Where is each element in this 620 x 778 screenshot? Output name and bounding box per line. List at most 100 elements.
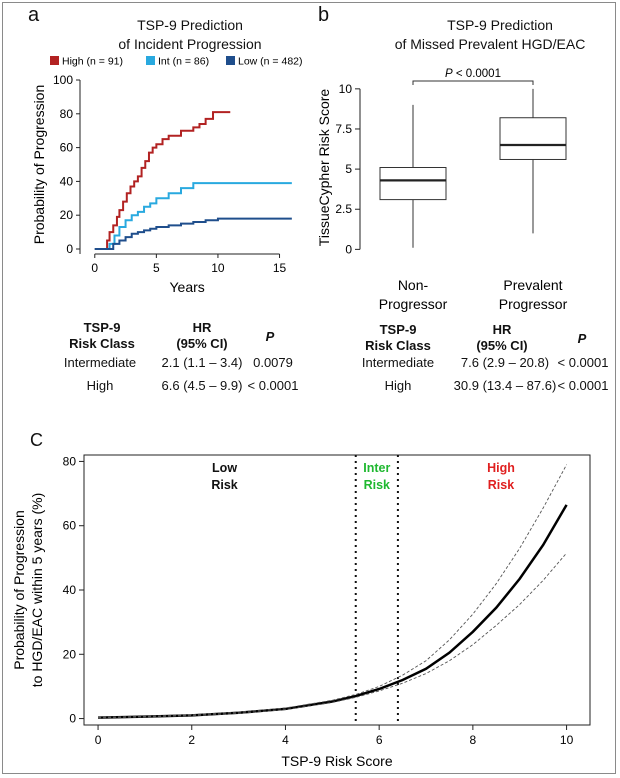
- box-chart: 0 2.5 5 7.5 10 TissueCypher Risk Score Non- Pro…: [316, 68, 568, 312]
- table-a-row-p: < 0.0001: [247, 378, 299, 393]
- risk-axes: 0 20 40 60 80 0 2 4 6 8 10 TSP-9 Risk Score Probabil…: [11, 454, 591, 769]
- table-b-class-header-1: TSP-9: [379, 322, 417, 337]
- km-series-line: [94, 182, 292, 250]
- x-axis-label: TSP-9 Risk Score: [281, 753, 392, 769]
- table-b-hr-header-2: (95% CI): [476, 338, 528, 353]
- legend-swatch: [50, 56, 59, 65]
- table-b-row-hr: 7.6 (2.9 – 20.8): [460, 355, 550, 370]
- box-axes: 0 2.5 5 7.5 10 TissueCypher Risk Score Non- Pro…: [316, 82, 568, 312]
- x-tick-label: 6: [376, 733, 383, 747]
- km-legend: High (n = 91) Int (n = 86) Low (n = 482): [50, 56, 303, 68]
- y-axis-label: Probability of Progression: [11, 510, 27, 670]
- y-tick-label: 100: [53, 73, 73, 87]
- significance-bracket: [412, 80, 534, 85]
- y-axis-label: TissueCypher Risk Score: [316, 89, 332, 247]
- table-b-row-hr: 30.9 (13.4 – 87.6): [453, 378, 557, 393]
- panel-b-title-line2: of Missed Prevalent HGD/EAC: [394, 36, 586, 52]
- legend-swatch: [146, 56, 155, 65]
- km-series: [94, 111, 292, 250]
- km-series-line: [94, 217, 292, 250]
- zone-label: Risk: [488, 478, 514, 492]
- panel-a-letter: a: [28, 4, 40, 26]
- km-chart: High (n = 91) Int (n = 86) Low (n = 482) 0…: [31, 56, 303, 296]
- y-tick-label: 7.5: [335, 122, 352, 136]
- y-tick-label: 10: [339, 82, 353, 96]
- plot-frame: [83, 454, 591, 726]
- estimate-line: [98, 504, 568, 719]
- category-label: Progressor: [379, 296, 448, 312]
- zone-label: Inter: [363, 461, 390, 475]
- x-tick-label: 4: [282, 733, 289, 747]
- legend-label: Low (n = 482): [238, 56, 303, 68]
- table-b-row-p: < 0.0001: [557, 378, 609, 393]
- x-tick-label: 0: [91, 261, 98, 275]
- table-b-row-p: < 0.0001: [557, 355, 609, 370]
- table-a-hr-header-1: HR: [192, 320, 212, 335]
- box-marks: P < 0.0001: [379, 68, 567, 248]
- zone-label: High: [487, 461, 515, 475]
- table-a-class-header-1: TSP-9: [83, 320, 121, 335]
- zone-label: Risk: [211, 478, 237, 492]
- legend-label: High (n = 91): [62, 56, 123, 68]
- y-tick-label: 5: [345, 162, 352, 176]
- y-tick-label: 80: [63, 454, 77, 468]
- zone-label: Low: [212, 461, 237, 475]
- y-tick-label: 40: [63, 583, 77, 597]
- table-a-p-header: P: [265, 329, 275, 344]
- table-b-p-header: P: [577, 331, 587, 346]
- table-a-row-hr: 2.1 (1.1 – 3.4): [161, 355, 243, 370]
- panel-a-title-line2: of Incident Progression: [118, 36, 262, 52]
- table-b-row-label: High: [384, 378, 412, 393]
- table-a-hr-header-2: (95% CI): [176, 336, 228, 351]
- box-body: [499, 117, 567, 160]
- y-tick-label: 2.5: [335, 202, 352, 216]
- legend-label: Int (n = 86): [158, 56, 209, 68]
- x-tick-label: 5: [153, 261, 160, 275]
- y-tick-label: 60: [63, 519, 77, 533]
- table-a-row-p: 0.0079: [253, 355, 293, 370]
- y-tick-label: 0: [66, 242, 73, 256]
- risk-marks: Low Risk Inter Risk High Risk: [98, 455, 568, 725]
- ci-line: [98, 552, 567, 719]
- category-label: Progressor: [499, 296, 568, 312]
- x-tick-label: 2: [188, 733, 195, 747]
- table-b-class-header-2: Risk Class: [365, 338, 431, 353]
- significance-p: P: [445, 68, 453, 80]
- panel-b-letter: b: [318, 4, 330, 26]
- significance-label: P < 0.0001: [445, 68, 501, 80]
- x-tick-label: 0: [95, 733, 102, 747]
- panel-c-letter: C: [30, 430, 43, 450]
- y-axis-label: Probability of Progression: [31, 85, 47, 245]
- x-tick-label: 8: [470, 733, 477, 747]
- table-a-row-label: High: [86, 378, 114, 393]
- table-a-row-hr: 6.6 (4.5 – 9.9): [161, 378, 243, 393]
- y-axis-label: to HGD/EAC within 5 years (%): [29, 493, 45, 688]
- category-label: Non-: [398, 277, 429, 293]
- significance-value: < 0.0001: [453, 68, 501, 80]
- km-series-line: [94, 111, 231, 250]
- x-tick-label: 15: [273, 261, 287, 275]
- ci-line: [98, 464, 567, 718]
- panel-b-title-line1: TSP-9 Prediction: [447, 17, 553, 33]
- category-label: Prevalent: [503, 277, 562, 293]
- x-axis-label: Years: [170, 279, 205, 295]
- table-a-class-header-2: Risk Class: [69, 336, 135, 351]
- y-tick-label: 20: [60, 208, 74, 222]
- x-tick-label: 10: [560, 733, 574, 747]
- table-b-row-label: Intermediate: [361, 355, 435, 370]
- y-tick-label: 80: [60, 107, 74, 121]
- y-tick-label: 20: [63, 647, 77, 661]
- x-tick-label: 10: [211, 261, 225, 275]
- table-b-hr-header-1: HR: [492, 322, 512, 337]
- y-tick-label: 40: [60, 174, 74, 188]
- panel-a-title-line1: TSP-9 Prediction: [137, 17, 243, 33]
- table-a-row-label: Intermediate: [63, 355, 137, 370]
- y-tick-label: 0: [345, 242, 352, 256]
- box-body: [379, 167, 447, 201]
- zone-label: Risk: [364, 478, 390, 492]
- y-tick-label: 0: [69, 712, 76, 726]
- y-tick-label: 60: [60, 141, 74, 155]
- legend-swatch: [226, 56, 235, 65]
